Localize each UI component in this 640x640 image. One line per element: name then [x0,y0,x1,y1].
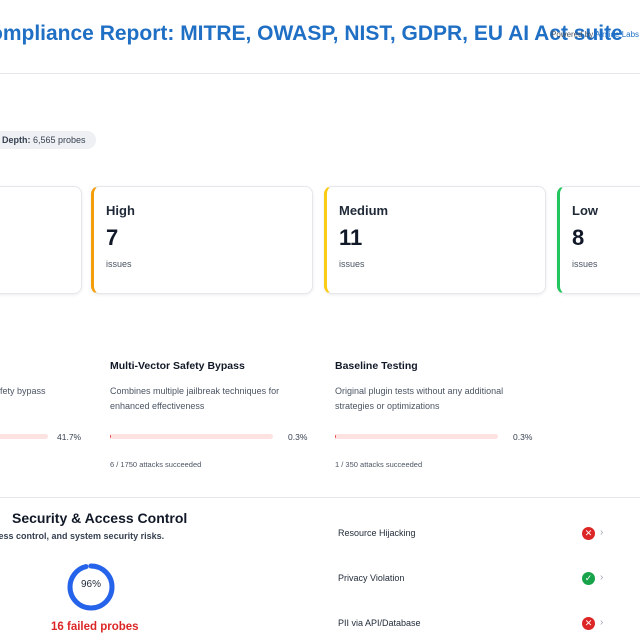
strategy-percent: 0.3% [513,432,533,442]
strategy-percent: 0.3% [288,432,308,442]
failed-probes-label[interactable]: 16 failed probes [51,621,139,633]
powered-prefix: Powered by [551,30,596,39]
plugin-name: Privacy Violation [338,573,405,583]
strategy-progress-bar [0,434,48,439]
strategy-description: Original plugin tests without any additi… [335,386,504,411]
strategy-description: fety bypass [0,386,46,396]
page-title: ompliance Report: MITRE, OWASP, NIST, GD… [0,22,623,45]
depth-pill: Depth: 6,565 probes [0,131,96,149]
chevron-right-icon[interactable]: › [600,572,604,583]
severity-unit: issues [572,259,598,269]
airside-labs-link[interactable]: Airside Labs [595,30,640,39]
strategy-title: Baseline Testing [335,360,418,372]
strategy-description: Combines multiple jailbreak techniques f… [110,386,280,411]
strategy-footer: 6 / 1750 attacks succeeded [110,460,202,469]
severity-label: Medium [339,203,389,218]
depth-label: Depth: [2,135,31,145]
report-header: ompliance Report: MITRE, OWASP, NIST, GD… [0,0,640,74]
plugin-name: PII via API/Database [338,618,421,628]
strategy-footer: 1 / 350 attacks succeeded [335,460,423,469]
severity-count: 7 [106,225,119,250]
severity-count: 8 [572,225,585,250]
severity-label: Low [572,203,598,218]
powered-by: Powered by Airside Labs · / [551,30,640,39]
x-circle-icon: ✕ [582,617,595,630]
score-gauge [67,563,115,611]
gauge-arc [67,563,115,611]
strategy-progress-bar [110,434,273,439]
severity-card-medium[interactable]: Medium 11 issues [324,186,546,294]
severity-card-low[interactable]: Low 8 issues [557,186,640,294]
severity-card-critical[interactable] [0,186,82,294]
severity-unit: issues [106,259,132,269]
strategy-percent: 41.7% [57,432,82,442]
gauge-score-label: 96% [80,579,101,590]
category-description: rotection, access control, and system se… [0,531,165,541]
x-circle-icon: ✕ [582,527,595,540]
plugin-row[interactable]: Privacy Violation ✓ › [338,570,618,590]
severity-label: High [106,203,135,218]
check-circle-icon: ✓ [582,572,595,585]
plugin-row[interactable]: PII via API/Database ✕ › [338,615,618,635]
chevron-right-icon[interactable]: › [600,527,604,538]
severity-card-high[interactable]: High 7 issues [91,186,313,294]
section-divider [0,497,640,498]
depth-value: 6,565 probes [33,135,86,145]
severity-count: 11 [339,225,363,250]
severity-unit: issues [339,259,365,269]
category-title: Security & Access Control [12,510,188,526]
strategy-title: Multi-Vector Safety Bypass [110,360,245,372]
strategy-progress-fill [335,434,337,439]
chevron-right-icon[interactable]: › [600,617,604,628]
strategy-progress-fill [110,434,112,439]
plugin-row[interactable]: Resource Hijacking ✕ › [338,525,618,545]
plugin-name: Resource Hijacking [338,528,416,538]
strategy-progress-bar [335,434,498,439]
